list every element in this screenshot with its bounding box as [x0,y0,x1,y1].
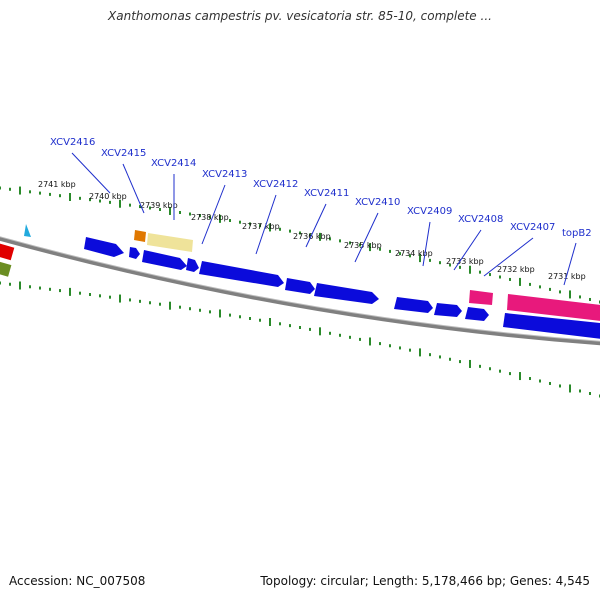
gene-label[interactable]: XCV2415 [101,148,146,159]
rna-feature[interactable] [469,290,493,305]
gene-label[interactable]: XCV2410 [355,197,400,208]
feature-orange[interactable] [134,230,146,242]
gene-leader-line [354,212,379,263]
inner-tick-track [0,281,600,398]
accession-label: Accession: NC_007508 [9,574,146,588]
gene-label[interactable]: XCV2413 [202,169,247,180]
gene-leader-line [483,237,534,277]
gene-arrow[interactable] [503,313,600,340]
kbp-tick-label: 2736 kbp [293,232,331,241]
kbp-tick-label: 2741 kbp [38,180,76,189]
gene-leader-line [71,152,111,194]
gene-arrow[interactable] [314,283,379,304]
gene-label[interactable]: XCV2411 [304,188,349,199]
gene-leader-line [305,203,327,248]
gene-leader-line [201,184,226,245]
kbp-tick-label: 2733 kbp [446,257,484,266]
gene-label[interactable]: topB2 [562,228,592,239]
gene-leader-line [122,163,145,214]
genome-backbone-highlight [0,236,600,342]
kbp-tick-label: 2732 kbp [497,265,535,274]
gene-label[interactable]: XCV2407 [510,222,555,233]
gene-arrow[interactable] [129,247,140,259]
feature-khaki[interactable] [147,233,193,252]
gene-label[interactable]: XCV2414 [151,158,196,169]
gene-label-group: XCV2416 XCV2415 XCV2414 XCV2413 XCV2412 XCV24… [50,137,592,286]
position-marker-icon [24,224,31,237]
gene-leader-line [453,229,482,271]
gene-leader-line [422,221,431,267]
gene-arrow[interactable] [394,297,433,313]
kbp-tick-label: 2740 kbp [89,192,127,201]
genome-backbone [0,236,600,346]
gene-arrow[interactable] [186,258,199,272]
gene-leader-line [563,242,577,286]
gene-label[interactable]: XCV2412 [253,179,298,190]
gene-label[interactable]: XCV2416 [50,137,95,148]
gene-label[interactable]: XCV2408 [458,214,503,225]
rna-feature[interactable] [507,294,600,322]
gene-leader-line [255,194,277,255]
kbp-tick-label: 2738 kbp [191,213,229,222]
gene-arrow[interactable] [434,303,462,317]
gene-arrow[interactable] [199,261,284,287]
feature-olive-partial[interactable] [0,261,12,277]
gene-label[interactable]: XCV2409 [407,206,452,217]
kbp-tick-label: 2739 kbp [140,201,178,210]
outer-tick-track [0,186,600,304]
gene-arrow[interactable] [142,250,187,270]
gene-arrow[interactable] [285,278,315,294]
map-title: Xanthomonas campestris pv. vesicatoria s… [108,9,492,23]
gene-arrow[interactable] [84,237,124,257]
kbp-tick-label: 2737 kbp [242,222,280,231]
topology-summary: Topology: circular; Length: 5,178,466 bp… [260,574,590,588]
kbp-tick-label: 2734 kbp [395,249,433,258]
gene-arrow[interactable] [465,307,489,321]
feature-red-partial[interactable] [0,243,15,261]
